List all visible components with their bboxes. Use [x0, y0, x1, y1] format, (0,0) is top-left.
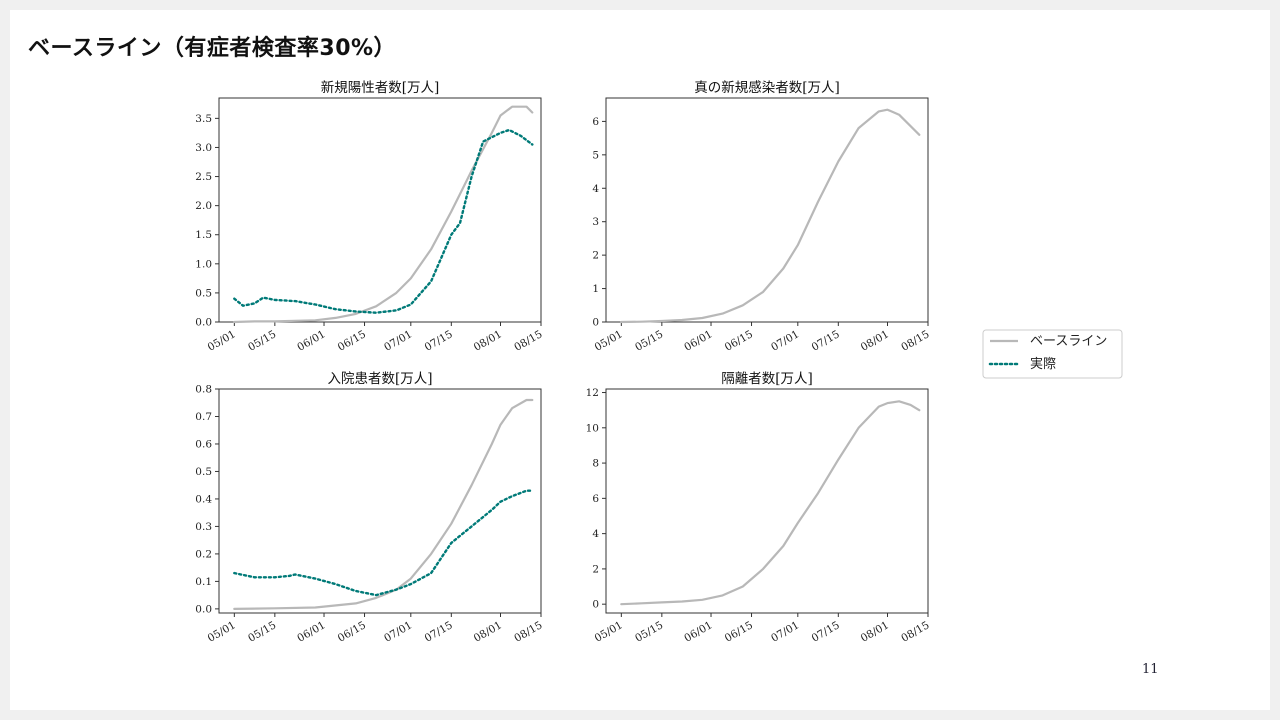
x-tick-label: 07/15 — [810, 328, 842, 354]
x-tick-label: 06/15 — [336, 328, 368, 354]
y-tick-label: 4 — [592, 528, 599, 540]
x-tick-label: 07/15 — [423, 619, 455, 645]
x-tick-label: 06/15 — [336, 619, 368, 645]
y-tick-label: 2 — [592, 250, 599, 262]
y-tick-label: 0.8 — [195, 384, 212, 396]
y-tick-label: 6 — [592, 116, 599, 128]
y-tick-label: 4 — [592, 183, 599, 195]
x-tick-label: 07/01 — [382, 328, 414, 354]
x-tick-label: 06/15 — [723, 619, 755, 645]
x-tick-label: 08/15 — [899, 619, 931, 645]
y-tick-label: 0.5 — [195, 287, 212, 299]
x-tick-label: 08/01 — [859, 328, 891, 354]
y-tick-label: 0.1 — [195, 576, 212, 588]
x-tick-label: 06/01 — [295, 328, 327, 354]
page-number: 11 — [1142, 662, 1159, 677]
chart-title-true-infections: 真の新規感染者数[万人] — [694, 79, 840, 96]
x-tick-label: 05/15 — [633, 619, 665, 645]
x-tick-label: 05/15 — [246, 328, 278, 354]
chart-title-new-positive: 新規陽性者数[万人] — [321, 80, 440, 96]
y-tick-label: 0 — [592, 599, 599, 611]
chart-hospitalized: 入院患者数[万人] 0.0 0.1 0.2 0.3 0.4 0.5 0.6 0.7 0.8 05/0… — [195, 371, 544, 645]
x-tick-label: 08/15 — [899, 328, 931, 354]
series-line-baseline-isolated — [620, 400, 921, 606]
series-line-baseline-hospitalized — [233, 398, 534, 611]
plot-frame-true-infections — [605, 97, 929, 323]
x-tick-label: 07/15 — [423, 328, 455, 354]
series-line-actual-hospitalized — [233, 489, 534, 597]
y-tick-label: 2 — [592, 563, 599, 575]
x-tick-label: 06/01 — [295, 619, 327, 645]
y-tick-label: 2.0 — [195, 200, 212, 212]
x-tick-label: 05/15 — [633, 328, 665, 354]
x-tick-label: 05/01 — [206, 328, 238, 354]
y-tick-label: 3.0 — [195, 142, 212, 154]
y-tick-label: 6 — [592, 493, 599, 505]
x-tick-label: 07/01 — [769, 619, 801, 645]
y-tick-label: 5 — [592, 149, 599, 161]
y-tick-label: 0.0 — [195, 317, 212, 329]
legend-label-actual: 実際 — [1030, 356, 1056, 372]
x-tick-label: 05/01 — [206, 619, 238, 645]
x-tick-label: 08/15 — [512, 328, 544, 354]
x-tick-label: 07/01 — [769, 328, 801, 354]
plot-frame-new-positive — [218, 97, 542, 323]
y-tick-label: 2.5 — [195, 171, 212, 183]
chart-true-infections: 真の新規感染者数[万人] 0 1 2 3 4 5 6 05/01 05/15 06/01 06/15 0… — [592, 79, 931, 354]
x-tick-label: 05/01 — [593, 619, 625, 645]
plot-frame-hospitalized — [218, 388, 542, 614]
x-tick-label: 07/15 — [810, 619, 842, 645]
y-tick-label: 1.5 — [195, 229, 212, 241]
x-tick-label: 08/01 — [859, 619, 891, 645]
slide-title: ベースライン（有症者検査率30%） — [28, 36, 397, 61]
y-tick-label: 12 — [586, 387, 599, 399]
y-tick-label: 0.0 — [195, 603, 212, 615]
y-tick-label: 3 — [592, 216, 599, 228]
x-tick-label: 08/01 — [472, 328, 504, 354]
y-tick-label: 8 — [592, 458, 599, 470]
x-tick-label: 07/01 — [382, 619, 414, 645]
y-tick-label: 1 — [592, 283, 599, 295]
y-tick-label: 3.5 — [195, 113, 212, 125]
x-tick-label: 08/15 — [512, 619, 544, 645]
y-tick-label: 10 — [586, 422, 599, 434]
chart-title-isolated: 隔離者数[万人] — [721, 371, 813, 387]
y-tick-label: 0.4 — [195, 493, 212, 505]
y-tick-label: 0.5 — [195, 466, 212, 478]
x-tick-label: 05/15 — [246, 619, 278, 645]
y-tick-label: 1.0 — [195, 258, 212, 270]
series-line-baseline-new-positive — [233, 105, 534, 324]
x-tick-label: 08/01 — [472, 619, 504, 645]
y-tick-label: 0.6 — [195, 438, 212, 450]
x-tick-label: 06/01 — [682, 328, 714, 354]
chart-new-positive: 新規陽性者数[万人] 0.0 0.5 1.0 1.5 2.0 2.5 3.0 3.5 05/01 0… — [195, 80, 544, 354]
y-tick-label: 0.2 — [195, 548, 212, 560]
y-tick-label: 0.7 — [195, 411, 212, 423]
series-line-actual-new-positive — [233, 128, 534, 314]
x-tick-label: 06/01 — [682, 619, 714, 645]
chart-isolated: 隔離者数[万人] 0 2 4 6 8 10 12 05/01 05/15 06/01 06/15 07/… — [586, 371, 932, 645]
legend: ベースライン 実際 — [982, 329, 1123, 379]
legend-label-baseline: ベースライン — [1030, 334, 1107, 349]
y-tick-label: 0.3 — [195, 521, 212, 533]
chart-title-hospitalized: 入院患者数[万人] — [327, 371, 432, 387]
series-line-baseline-true-infections — [620, 108, 921, 324]
y-tick-label: 0 — [592, 317, 599, 329]
plot-frame-isolated — [605, 388, 929, 614]
x-tick-label: 06/15 — [723, 328, 755, 354]
x-tick-label: 05/01 — [593, 328, 625, 354]
